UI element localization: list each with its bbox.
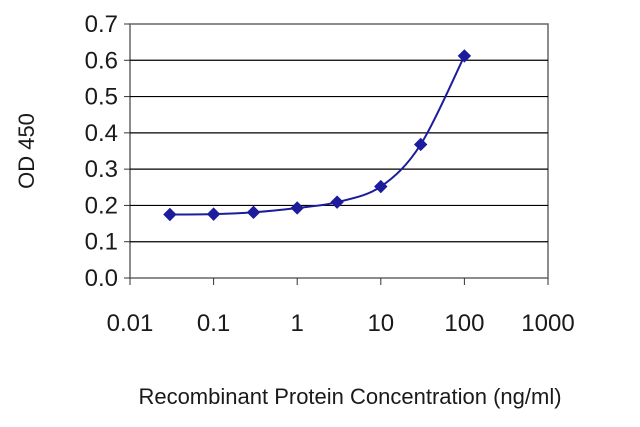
y-tick-label: 0.4 bbox=[85, 120, 118, 147]
data-point bbox=[290, 201, 304, 215]
gridlines bbox=[130, 59, 548, 243]
y-axis-label: OD 450 bbox=[14, 113, 39, 189]
y-tick-label: 0.6 bbox=[85, 47, 118, 74]
data-point bbox=[330, 195, 344, 209]
y-tick-label: 0.0 bbox=[85, 265, 118, 292]
y-tick-label: 0.5 bbox=[85, 84, 118, 111]
plot-area bbox=[129, 23, 549, 279]
y-tick-label: 0.1 bbox=[85, 229, 118, 256]
y-tick-label: 0.7 bbox=[85, 11, 118, 38]
x-tick-label: 0.1 bbox=[197, 310, 230, 337]
y-tick-label: 0.2 bbox=[85, 192, 118, 219]
y-tick-label: 0.3 bbox=[85, 156, 118, 183]
x-tick-label: 100 bbox=[444, 310, 484, 337]
x-tick-label: 1000 bbox=[521, 310, 574, 337]
data-point bbox=[374, 179, 388, 194]
y-axis-ticks: 0.0 0.1 0.2 0.3 0.4 0.5 0.6 0.7 bbox=[85, 11, 130, 292]
data-point bbox=[163, 207, 177, 222]
x-axis-label: Recombinant Protein Concentration (ng/ml… bbox=[138, 384, 561, 409]
data-point bbox=[206, 207, 221, 221]
data-point bbox=[413, 137, 428, 152]
data-point bbox=[246, 205, 261, 220]
data-point bbox=[457, 49, 472, 63]
x-tick-label: 1 bbox=[291, 310, 304, 337]
x-tick-label: 10 bbox=[367, 310, 394, 337]
data-markers bbox=[163, 49, 472, 222]
x-axis-ticks: 0.01 0.1 1 10 100 1000 bbox=[107, 278, 575, 337]
x-tick-label: 0.01 bbox=[107, 310, 154, 337]
